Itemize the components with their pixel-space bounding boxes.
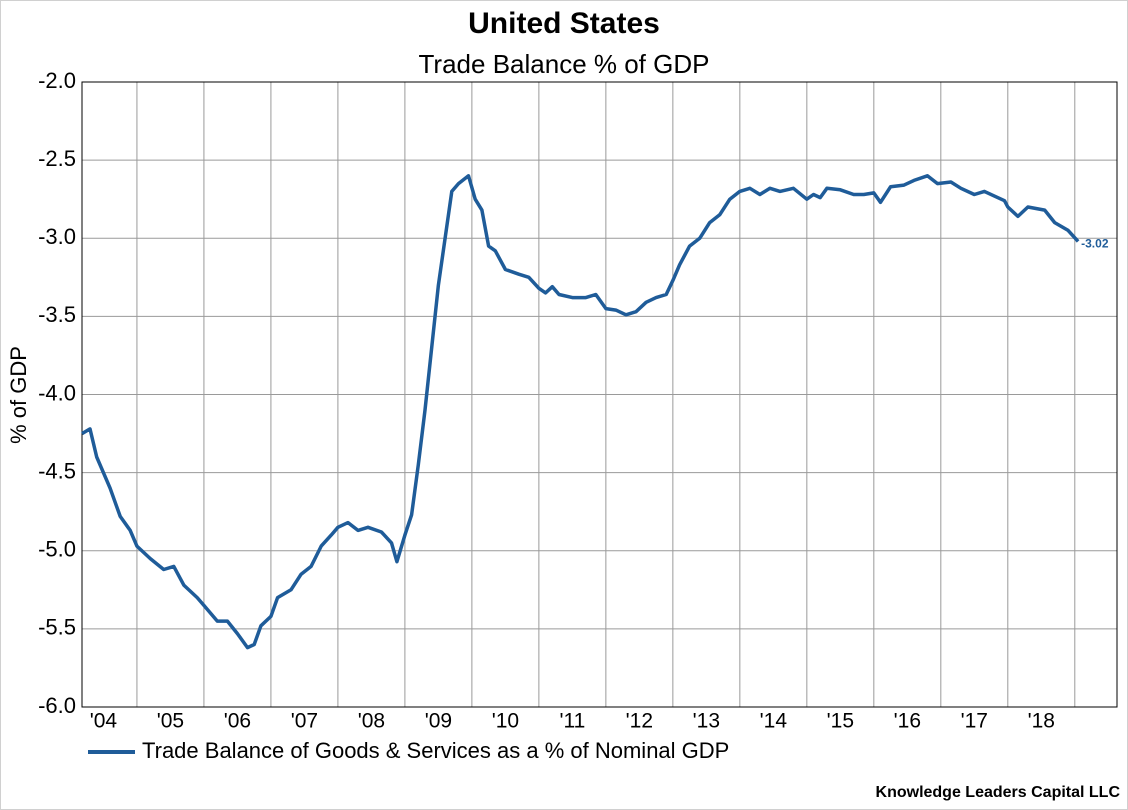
chart-title: United States	[468, 7, 660, 40]
plot-border	[81, 81, 1118, 708]
x-tick-label: '06	[224, 710, 251, 733]
x-tick-label: '15	[827, 710, 854, 733]
plot-area: -6.0 -5.5 -5.0 -4.5 -4.0 -3.5 -3.0 -2.5 -2.0 '04 '…	[38, 68, 1118, 733]
y-tick-label: -2.5	[38, 146, 76, 171]
x-tick-label: '09	[425, 710, 452, 733]
x-tick-label: '04	[90, 710, 118, 733]
y-tick-label: -4.5	[38, 458, 76, 483]
y-tick-label: -3.0	[38, 224, 76, 249]
y-axis-label: % of GDP	[6, 346, 31, 444]
x-tick-label: '10	[492, 710, 519, 733]
x-tick-label: '07	[291, 710, 318, 733]
line	[81, 174, 1080, 650]
x-tick-label: '05	[157, 710, 184, 733]
data-label: -3.02	[1081, 237, 1109, 251]
x-tick-label: '16	[894, 710, 921, 733]
legend-label: Trade Balance of Goods & Services as a %…	[142, 738, 729, 763]
x-tick-label: '08	[358, 710, 385, 733]
chart-subtitle: Trade Balance % of GDP	[419, 49, 710, 79]
y-tick-label: -3.5	[38, 302, 76, 327]
x-tick-label: '17	[961, 710, 988, 733]
x-tick-label: '13	[693, 710, 720, 733]
y-tick-label: -5.0	[38, 537, 76, 562]
x-tick-label: '18	[1028, 710, 1055, 733]
source: Knowledge Leaders Capital LLC	[876, 784, 1121, 801]
x-tick-label: '12	[626, 710, 653, 733]
y-tick-label: -5.5	[38, 615, 76, 640]
x-tick-label: '14	[760, 710, 788, 733]
x-tick-label: '11	[559, 710, 585, 733]
y-tick-label: -6.0	[38, 693, 76, 718]
y-tick-label: -4.0	[38, 380, 76, 405]
y-tick-label: -2.0	[38, 68, 76, 93]
